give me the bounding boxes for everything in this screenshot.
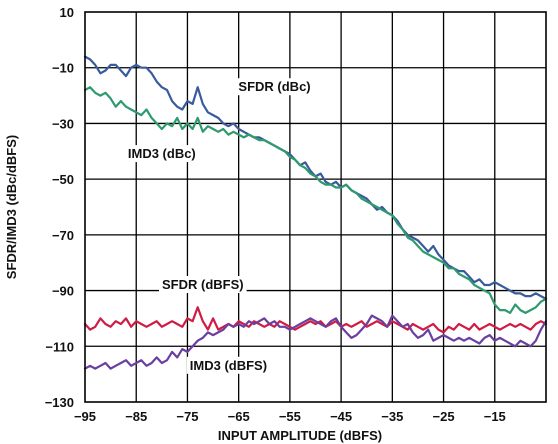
- annotation-bg: [186, 356, 271, 374]
- series-annotation: SFDR (dBc): [238, 79, 310, 94]
- series-annotation: SFDR (dBFS): [162, 277, 244, 292]
- plot-frame: [84, 11, 547, 403]
- x-tick-label: −75: [176, 409, 198, 424]
- x-axis-title: INPUT AMPLITUDE (dBFS): [218, 428, 382, 443]
- series-annotation: IMD3 (dBFS): [190, 358, 267, 373]
- y-tick-label: −130: [45, 395, 74, 410]
- series-line-imd3-dbfs: [83, 314, 548, 370]
- y-tick-label: −50: [52, 172, 74, 187]
- grid: [85, 12, 546, 402]
- x-tick-label: −55: [279, 409, 301, 424]
- annotations: SFDR (dBc) IMD3 (dBc) SFDR (dBFS) IMD3 (dBF…: [124, 78, 314, 374]
- y-tick-label: −70: [52, 228, 74, 243]
- x-tick-label: −15: [484, 409, 506, 424]
- y-tick-label: −110: [45, 339, 74, 354]
- x-tick-label: −45: [330, 409, 352, 424]
- annotation-bg: [159, 276, 247, 293]
- x-tick-label: −95: [74, 409, 96, 424]
- series-line-imd3-dbc: [83, 86, 548, 314]
- series-annotation: IMD3 (dBc): [128, 146, 196, 161]
- y-tick-label: −90: [52, 284, 74, 299]
- x-tick-label: −85: [125, 409, 147, 424]
- y-tick-labels: 10 −10 −30 −50 −70 −90 −110 −130: [45, 5, 74, 410]
- y-tick-label: 10: [60, 5, 74, 20]
- series-line-sfdr-dbfs: [83, 306, 548, 334]
- annotation-bg: [124, 145, 199, 163]
- x-tick-label: −25: [433, 409, 455, 424]
- y-axis-title: SFDR/IMD3 (dBc/dBFS): [4, 135, 19, 279]
- annotation-bg: [235, 78, 314, 96]
- y-tick-label: −30: [52, 116, 74, 131]
- x-tick-label: −65: [228, 409, 250, 424]
- y-tick-label: −10: [52, 61, 74, 76]
- x-tick-labels: −95 −85 −75 −65 −55 −45 −35 −25 −15: [74, 409, 506, 424]
- x-tick-label: −35: [381, 409, 403, 424]
- series-layer: [83, 55, 548, 370]
